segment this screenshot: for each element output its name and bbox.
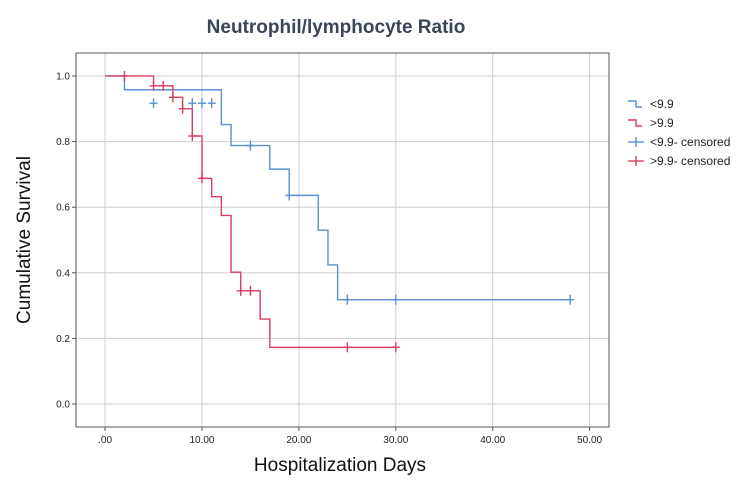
legend-label: <9.9- censored — [650, 135, 730, 149]
y-tick-label: 0.0 — [56, 400, 70, 411]
censored-marker — [198, 98, 206, 108]
censored-marker — [566, 295, 574, 305]
censored-marker — [392, 295, 400, 305]
censored-marker — [198, 173, 206, 183]
censored-marker — [392, 342, 400, 352]
y-tick-label: 0.2 — [56, 334, 70, 345]
censored-marker — [188, 98, 196, 108]
y-tick-label: 0.8 — [56, 137, 70, 148]
censored-marker — [179, 104, 187, 114]
legend: <9.9 >9.9 <9.9- censored >9.9- censored — [628, 97, 730, 168]
chart-svg: Neutrophil/lymphocyte Ratio .00 10.00 20.0… — [0, 0, 752, 487]
censored-marker — [343, 342, 351, 352]
censored-marker — [120, 71, 128, 81]
chart-title: Neutrophil/lymphocyte Ratio — [207, 17, 466, 38]
survival-curve-high — [105, 76, 396, 347]
x-axis-ticks: .00 10.00 20.00 30.00 40.00 50.00 — [98, 427, 602, 446]
x-tick-label: 30.00 — [383, 435, 408, 446]
censored-marker — [169, 92, 177, 102]
censored-marker — [150, 98, 158, 108]
x-tick-label: 50.00 — [577, 435, 602, 446]
series-group — [105, 71, 574, 352]
y-tick-label: 0.6 — [56, 203, 70, 214]
censored-marker — [246, 286, 254, 296]
censored-marker — [208, 98, 216, 108]
y-axis-label: Cumulative Survival — [14, 156, 35, 324]
legend-swatch — [628, 120, 642, 126]
legend-swatch — [628, 101, 642, 107]
censored-marker — [188, 131, 196, 141]
survival-curve-low — [105, 76, 570, 300]
x-tick-label: 10.00 — [189, 435, 214, 446]
y-axis-ticks: 0.0 0.2 0.4 0.6 0.8 1.0 — [56, 71, 76, 410]
x-axis-label: Hospitalization Days — [254, 455, 426, 476]
legend-label: <9.9 — [650, 97, 674, 111]
plot-frame — [76, 53, 609, 427]
x-tick-label: 40.00 — [480, 435, 505, 446]
legend-label: >9.9- censored — [650, 154, 730, 168]
censored-marker — [285, 190, 293, 200]
grid — [76, 53, 609, 427]
legend-label: >9.9 — [650, 116, 674, 130]
censored-marker — [343, 295, 351, 305]
x-tick-label: 20.00 — [286, 435, 311, 446]
censored-marker — [237, 286, 245, 296]
y-tick-label: 1.0 — [56, 71, 70, 82]
x-tick-label: .00 — [98, 435, 112, 446]
y-tick-label: 0.4 — [56, 268, 70, 279]
